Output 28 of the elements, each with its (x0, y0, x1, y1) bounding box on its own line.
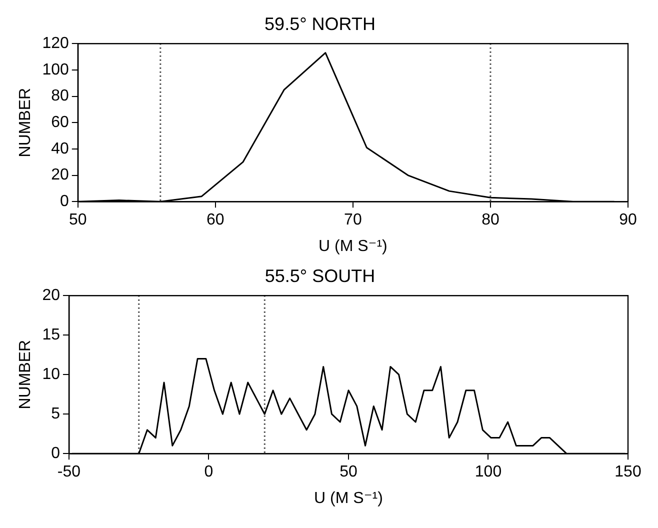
y-tick-label: 20 (51, 166, 69, 184)
x-tick-label: 150 (614, 464, 642, 481)
y-axis-title: NUMBER (17, 340, 34, 410)
x-tick-label: 100 (474, 464, 502, 481)
x-tick-label: 0 (204, 464, 214, 481)
y-tick-label: 0 (60, 193, 69, 210)
y-tick-label: 60 (51, 114, 69, 132)
y-tick-label: 15 (42, 326, 60, 344)
x-tick-label: 50 (340, 464, 358, 481)
x-tick-label: 50 (68, 212, 87, 229)
y-tick-label: 80 (51, 88, 69, 105)
y-tick-label: 100 (42, 61, 69, 78)
y-tick-label: 120 (42, 35, 69, 52)
chart-title: 59.5° NORTH (264, 14, 376, 34)
x-tick-label: 90 (619, 212, 637, 229)
x-tick-label: 80 (482, 212, 500, 229)
x-axis-title: U (M S⁻¹) (314, 490, 383, 507)
chart-title: 55.5° SOUTH (264, 266, 376, 286)
y-axis-title: NUMBER (17, 88, 34, 158)
y-tick-label: 5 (51, 406, 60, 423)
x-tick-label: -50 (57, 464, 81, 481)
y-tick-label: 40 (51, 140, 69, 158)
y-tick-label: 10 (42, 366, 60, 384)
y-tick-label: 0 (51, 445, 60, 462)
y-tick-label: 20 (42, 287, 60, 304)
x-axis-title: U (M S⁻¹) (318, 238, 388, 255)
x-tick-label: 60 (206, 212, 224, 229)
x-tick-label: 70 (344, 212, 362, 229)
